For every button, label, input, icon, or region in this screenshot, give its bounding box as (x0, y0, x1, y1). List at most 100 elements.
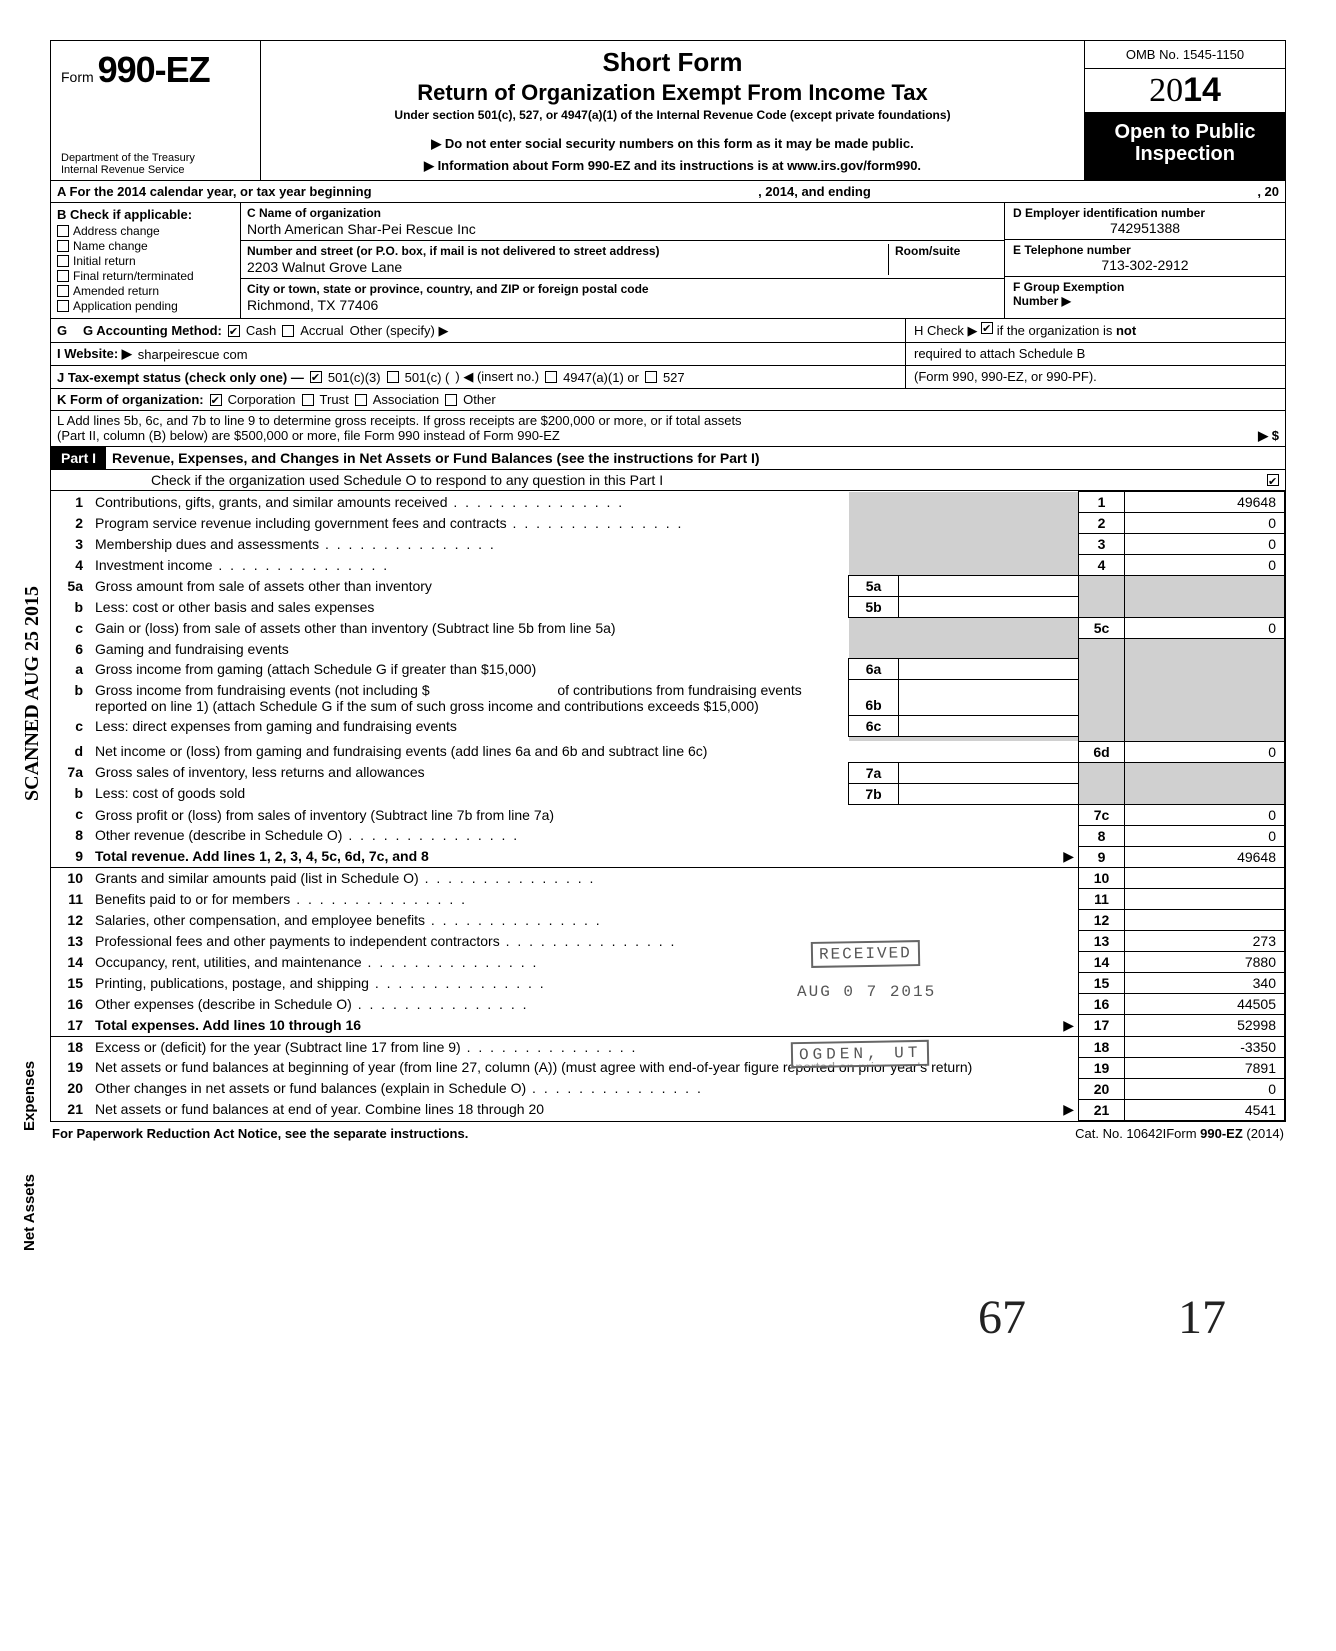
l7b-num: b (51, 783, 91, 804)
chk-application-pending[interactable] (57, 300, 69, 312)
l2-rv[interactable]: 0 (1125, 513, 1285, 534)
part1-badge: Part I (51, 447, 106, 469)
d-value[interactable]: 742951388 (1013, 220, 1277, 236)
year-bold: 14 (1183, 71, 1221, 109)
l13-rv[interactable]: 273 (1125, 931, 1285, 952)
l7c-rn: 7c (1079, 804, 1125, 825)
l6b-mv[interactable] (899, 680, 1079, 716)
row-a-begin[interactable] (378, 181, 753, 202)
l1-num: 1 (51, 492, 91, 513)
c-name-value[interactable]: North American Shar-Pei Rescue Inc (247, 221, 998, 237)
l6b-num: b (51, 680, 91, 716)
b-item-1: Name change (73, 239, 148, 253)
chk-corp[interactable] (210, 394, 222, 406)
b-item-5: Application pending (73, 299, 178, 313)
chk-name-change[interactable] (57, 240, 69, 252)
l5c-rn: 5c (1079, 618, 1125, 639)
l5a-mv[interactable] (899, 576, 1079, 597)
l21-rn: 21 (1079, 1099, 1125, 1120)
l1-desc: Contributions, gifts, grants, and simila… (91, 492, 849, 513)
chk-accrual[interactable] (282, 325, 294, 337)
l9-rv[interactable]: 49648 (1125, 846, 1285, 868)
l7c-rv[interactable]: 0 (1125, 804, 1285, 825)
chk-amended-return[interactable] (57, 285, 69, 297)
l6a-mb: 6a (849, 659, 899, 680)
l18-rv[interactable]: -3350 (1125, 1036, 1285, 1057)
l6a-desc: Gross income from gaming (attach Schedul… (91, 659, 849, 680)
l10-desc: Grants and similar amounts paid (list in… (91, 868, 1079, 889)
l4-num: 4 (51, 555, 91, 576)
chk-527[interactable] (645, 371, 657, 383)
l5c-rv[interactable]: 0 (1125, 618, 1285, 639)
l6a-num: a (51, 659, 91, 680)
l17-rn: 17 (1079, 1015, 1125, 1037)
h-text5: (Form 990, 990-EZ, or 990-PF). (914, 369, 1097, 384)
chk-4947[interactable] (545, 371, 557, 383)
l21-rv[interactable]: 4541 (1125, 1099, 1285, 1120)
l7b-mv[interactable] (899, 783, 1079, 804)
e-value[interactable]: 713-302-2912 (1013, 257, 1277, 273)
c-city-label: City or town, state or province, country… (247, 282, 998, 296)
l8-rv[interactable]: 0 (1125, 825, 1285, 846)
l7a-mv[interactable] (899, 762, 1079, 783)
j-o2b: ) ◀ (insert no.) (455, 369, 539, 385)
l20-desc: Other changes in net assets or fund bala… (91, 1078, 1079, 1099)
dept-block: Department of the Treasury Internal Reve… (61, 152, 250, 176)
l14-rv[interactable]: 7880 (1125, 952, 1285, 973)
part1-sub: Check if the organization used Schedule … (51, 470, 1285, 491)
l17-rv[interactable]: 52998 (1125, 1015, 1285, 1037)
chk-assoc[interactable] (355, 394, 367, 406)
j-label: J Tax-exempt status (check only one) — (57, 370, 304, 385)
l15-rv[interactable]: 340 (1125, 973, 1285, 994)
l21-num: 21 (51, 1099, 91, 1120)
l6d-rv[interactable]: 0 (1125, 741, 1285, 762)
l12-rv[interactable] (1125, 910, 1285, 931)
l10-rv[interactable] (1125, 868, 1285, 889)
chk-address-change[interactable] (57, 225, 69, 237)
i-value[interactable]: sharpeirescue com (138, 347, 248, 362)
l6a-mv[interactable] (899, 659, 1079, 680)
chk-h[interactable] (981, 322, 993, 334)
l16-rv[interactable]: 44505 (1125, 994, 1285, 1015)
l5c-num: c (51, 618, 91, 639)
l8-num: 8 (51, 825, 91, 846)
header-left: Form 990-EZ Department of the Treasury I… (51, 41, 261, 180)
l7a-num: 7a (51, 762, 91, 783)
l1-rv[interactable]: 49648 (1125, 492, 1285, 513)
chk-initial-return[interactable] (57, 255, 69, 267)
l2-rn: 2 (1079, 513, 1125, 534)
l8-rn: 8 (1079, 825, 1125, 846)
l6c-num: c (51, 716, 91, 737)
c-room-label: Room/suite (888, 244, 998, 275)
chk-501c3[interactable] (310, 371, 322, 383)
l14-desc: Occupancy, rent, utilities, and maintena… (91, 952, 1079, 973)
side-scanned-stamp: SCANNED AUG 25 2015 (21, 586, 44, 801)
i-label: I Website: ▶ (57, 346, 132, 362)
l11-rv[interactable] (1125, 889, 1285, 910)
l5b-mv[interactable] (899, 597, 1079, 618)
chk-final-return[interactable] (57, 270, 69, 282)
row-a-end[interactable] (877, 181, 1252, 202)
l12-num: 12 (51, 910, 91, 931)
l19-rv[interactable]: 7891 (1125, 1057, 1285, 1078)
l3-rv[interactable]: 0 (1125, 534, 1285, 555)
return-title: Return of Organization Exempt From Incom… (269, 80, 1076, 106)
c-street-value[interactable]: 2203 Walnut Grove Lane (247, 259, 888, 275)
form-990ez: SCANNED AUG 25 2015 Expenses Net Assets … (50, 40, 1286, 1122)
l6c-mv[interactable] (899, 716, 1079, 737)
row-i: I Website: ▶ sharpeirescue com required … (51, 343, 1285, 366)
l-line1: L Add lines 5b, 6c, and 7b to line 9 to … (57, 413, 1279, 428)
l20-rv[interactable]: 0 (1125, 1078, 1285, 1099)
l4-rv[interactable]: 0 (1125, 555, 1285, 576)
chk-schedule-o[interactable] (1267, 474, 1279, 486)
chk-cash[interactable] (228, 325, 240, 337)
c-street-label: Number and street (or P.O. box, if mail … (247, 244, 888, 258)
chk-trust[interactable] (302, 394, 314, 406)
chk-501c[interactable] (387, 371, 399, 383)
chk-other[interactable] (445, 394, 457, 406)
c-city-value[interactable]: Richmond, TX 77406 (247, 297, 998, 313)
l8-desc: Other revenue (describe in Schedule O) (91, 825, 1079, 846)
side-label-expenses: Expenses (21, 1061, 38, 1131)
f-label: F Group Exemption (1013, 280, 1277, 294)
l18-rn: 18 (1079, 1036, 1125, 1057)
